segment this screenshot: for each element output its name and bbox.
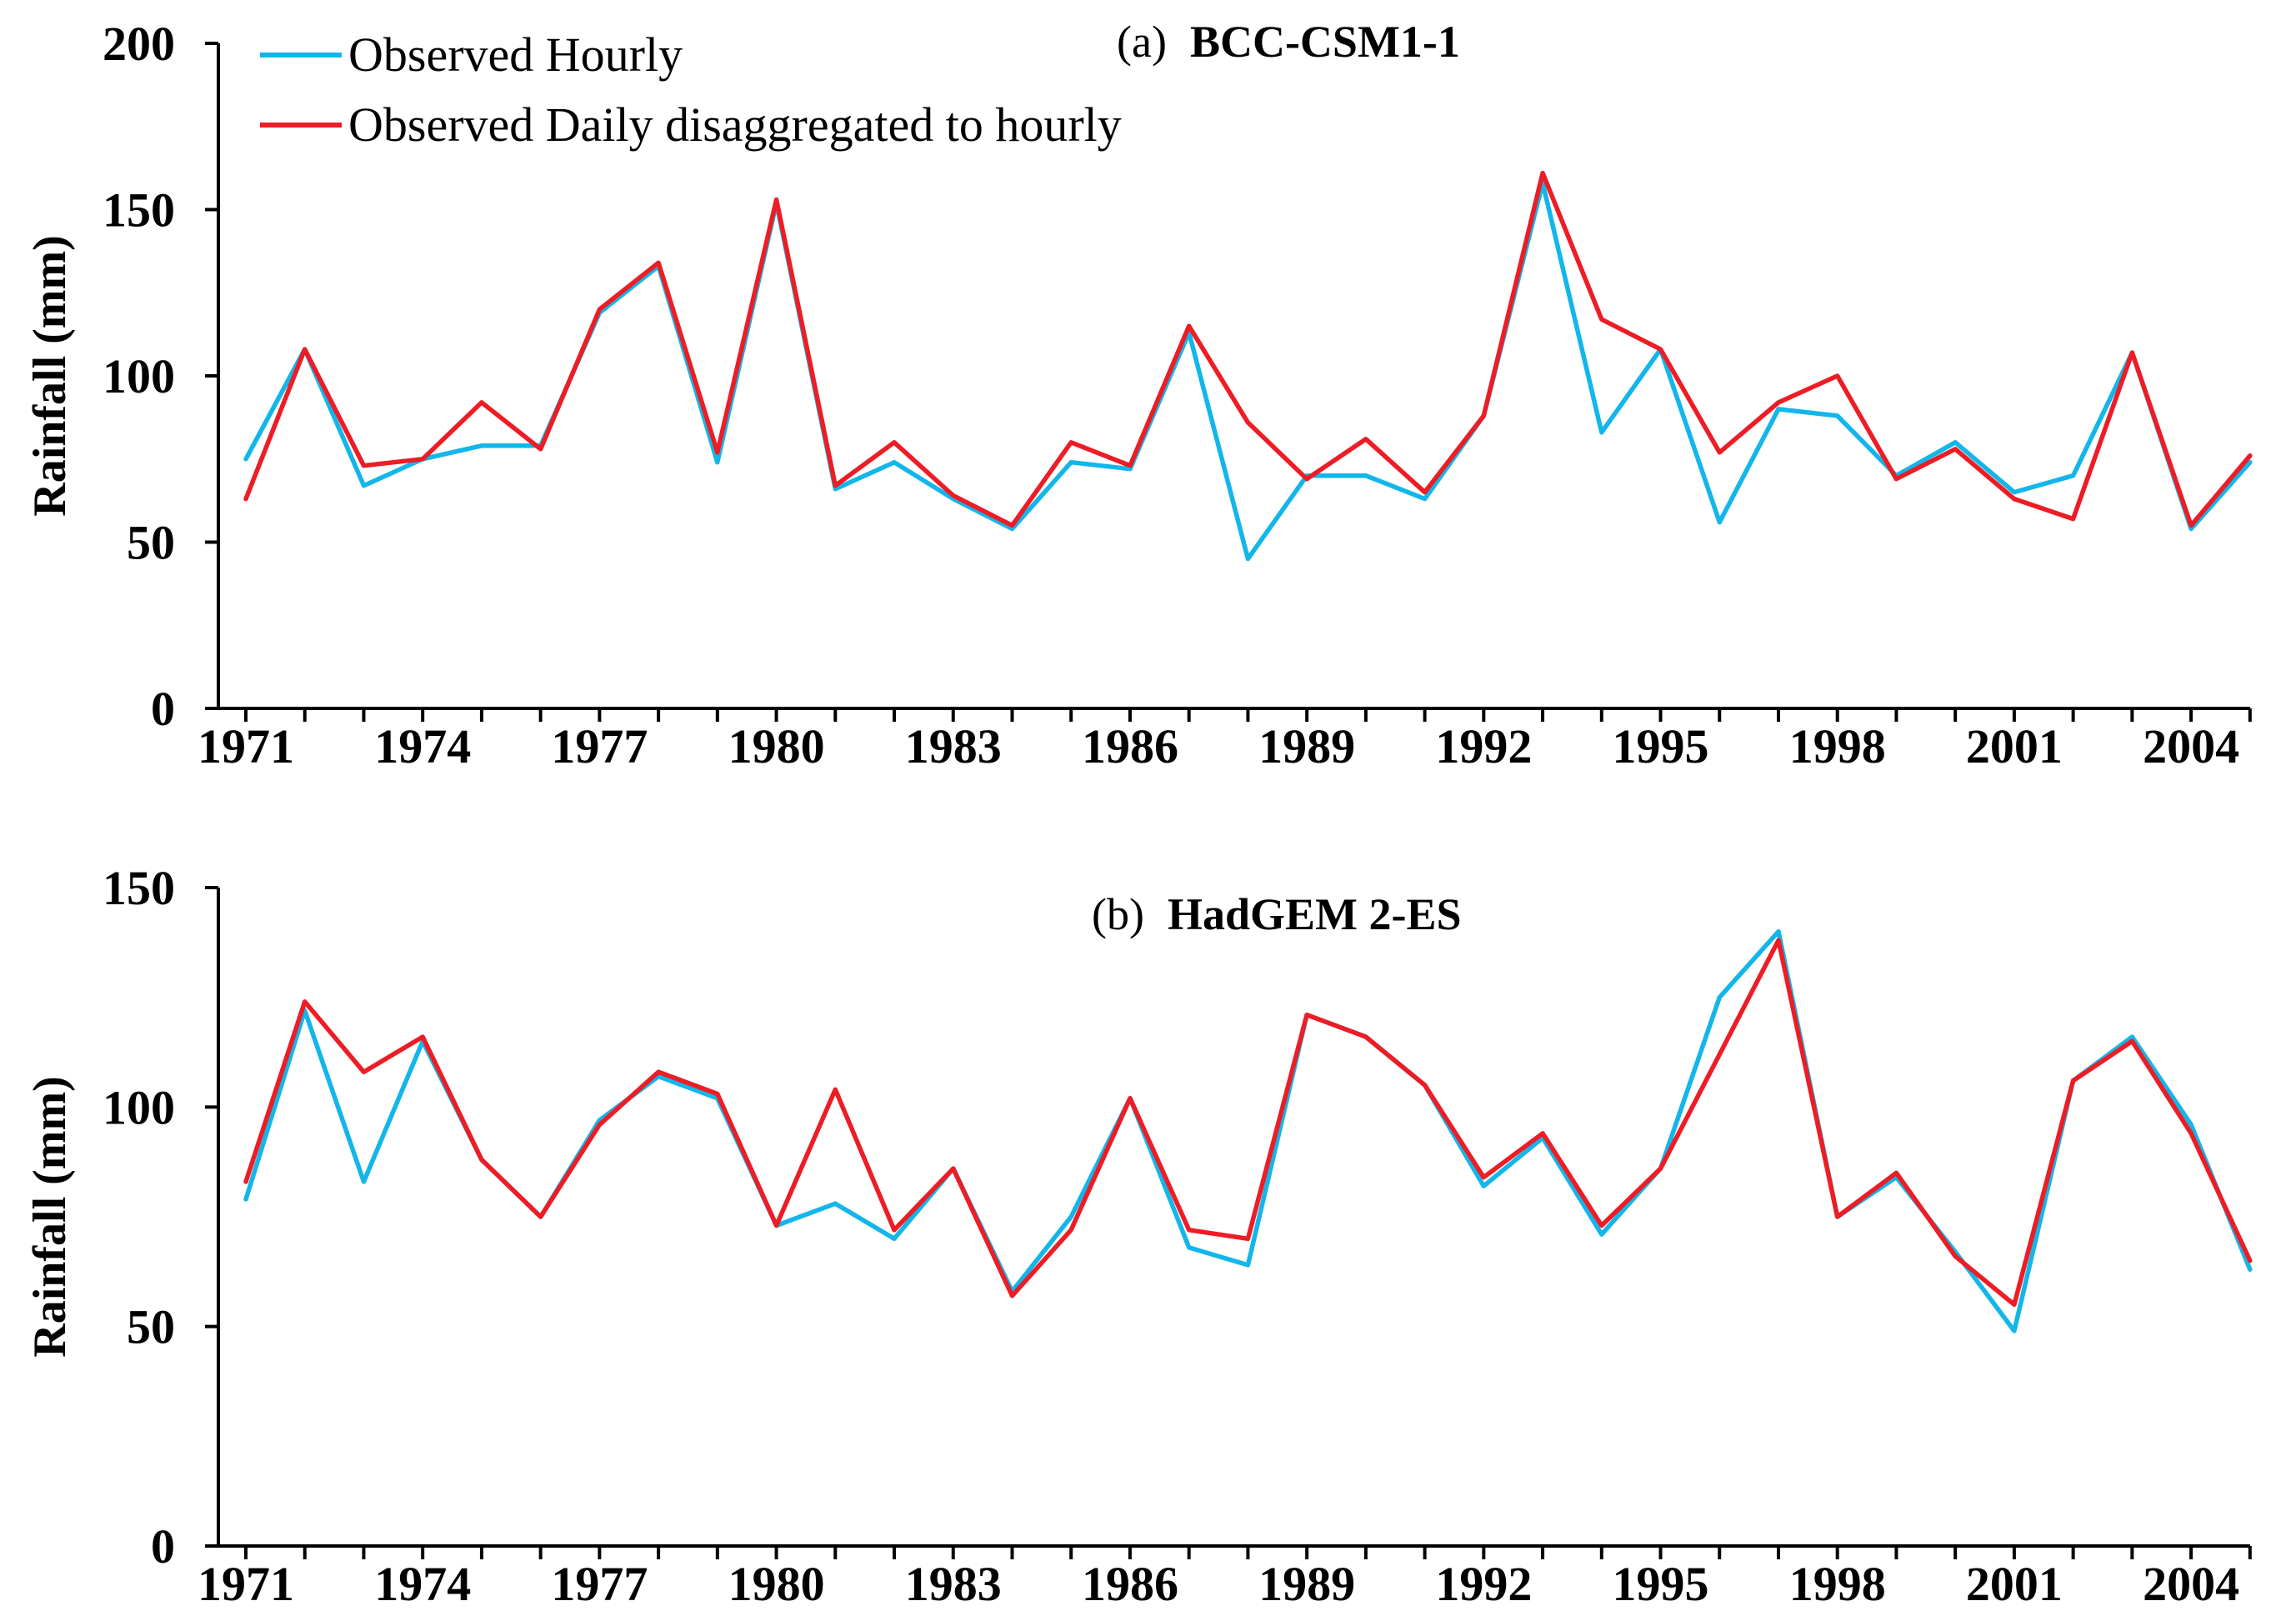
y-tick-label: 0 bbox=[151, 1519, 175, 1573]
chart-title-prefix: (a) bbox=[1117, 17, 1167, 67]
chart-title-text: BCC-CSM1-1 bbox=[1190, 17, 1460, 67]
x-tick-label: 1998 bbox=[1789, 1557, 1886, 1611]
legend-label: Observed Daily disaggregated to hourly bbox=[348, 98, 1122, 152]
x-tick-label: 1989 bbox=[1258, 719, 1355, 773]
x-tick-label: 1983 bbox=[905, 1557, 1002, 1611]
legend-label: Observed Hourly bbox=[348, 28, 683, 82]
y-tick-label: 50 bbox=[127, 1300, 175, 1354]
x-tick-label: 1971 bbox=[198, 719, 294, 773]
y-tick-label: 150 bbox=[103, 861, 175, 915]
legend: Observed Hourly Observed Daily disaggrega… bbox=[260, 28, 1122, 152]
x-tick-label: 1986 bbox=[1082, 1557, 1178, 1611]
y-tick-label: 50 bbox=[127, 516, 175, 570]
x-tick-label: 2001 bbox=[1966, 719, 2063, 773]
y-tick-label: 100 bbox=[103, 349, 175, 403]
y-tick-label: 200 bbox=[103, 17, 175, 71]
x-tick-label: 1977 bbox=[551, 1557, 648, 1611]
x-tick-label: 1992 bbox=[1435, 719, 1532, 773]
x-tick-label: 1971 bbox=[198, 1557, 294, 1611]
chart-title-text: HadGEM 2-ES bbox=[1168, 889, 1462, 939]
chart-title: (a) BCC-CSM1-1 bbox=[1117, 17, 1460, 67]
x-tick-label: 1992 bbox=[1435, 1557, 1532, 1611]
panel-b: 0 50 100 150 1971 1974 1977 1980 1983 1986 1989 199… bbox=[24, 861, 2253, 1611]
series-line-observed-daily-disaggregated bbox=[243, 170, 2253, 528]
x-tick-label: 2001 bbox=[1966, 1557, 2063, 1611]
y-tick-label: 100 bbox=[103, 1080, 175, 1134]
x-tick-label: 2004 bbox=[2143, 719, 2239, 773]
chart-title-prefix: (b) bbox=[1092, 889, 1144, 939]
x-tick-label: 1983 bbox=[905, 719, 1002, 773]
y-tick-label: 150 bbox=[103, 183, 175, 238]
x-tick-label: 1980 bbox=[728, 1557, 825, 1611]
x-tick-label: 1998 bbox=[1789, 719, 1886, 773]
panel-a: 0 50 100 150 200 1971 1974 1977 1980 1983 1986 1989… bbox=[24, 17, 2253, 773]
y-tick-label: 0 bbox=[151, 682, 175, 736]
series-line-observed-daily-disaggregated bbox=[243, 938, 2253, 1308]
x-tick-label: 1986 bbox=[1082, 719, 1178, 773]
x-tick-label: 1977 bbox=[551, 719, 648, 773]
x-tick-label: 1995 bbox=[1613, 1557, 1709, 1611]
x-tick-label: 1980 bbox=[728, 719, 825, 773]
x-tick-label: 1974 bbox=[374, 1557, 471, 1611]
x-tick-label: 2004 bbox=[2143, 1557, 2239, 1611]
x-tick-label: 1974 bbox=[374, 719, 471, 773]
x-tick-label: 1989 bbox=[1258, 1557, 1355, 1611]
chart-title: (b) HadGEM 2-ES bbox=[1092, 889, 1462, 939]
y-axis-label: Rainfall (mm) bbox=[24, 1076, 76, 1358]
x-tick-label: 1995 bbox=[1613, 719, 1709, 773]
y-axis-label: Rainfall (mm) bbox=[24, 235, 76, 517]
